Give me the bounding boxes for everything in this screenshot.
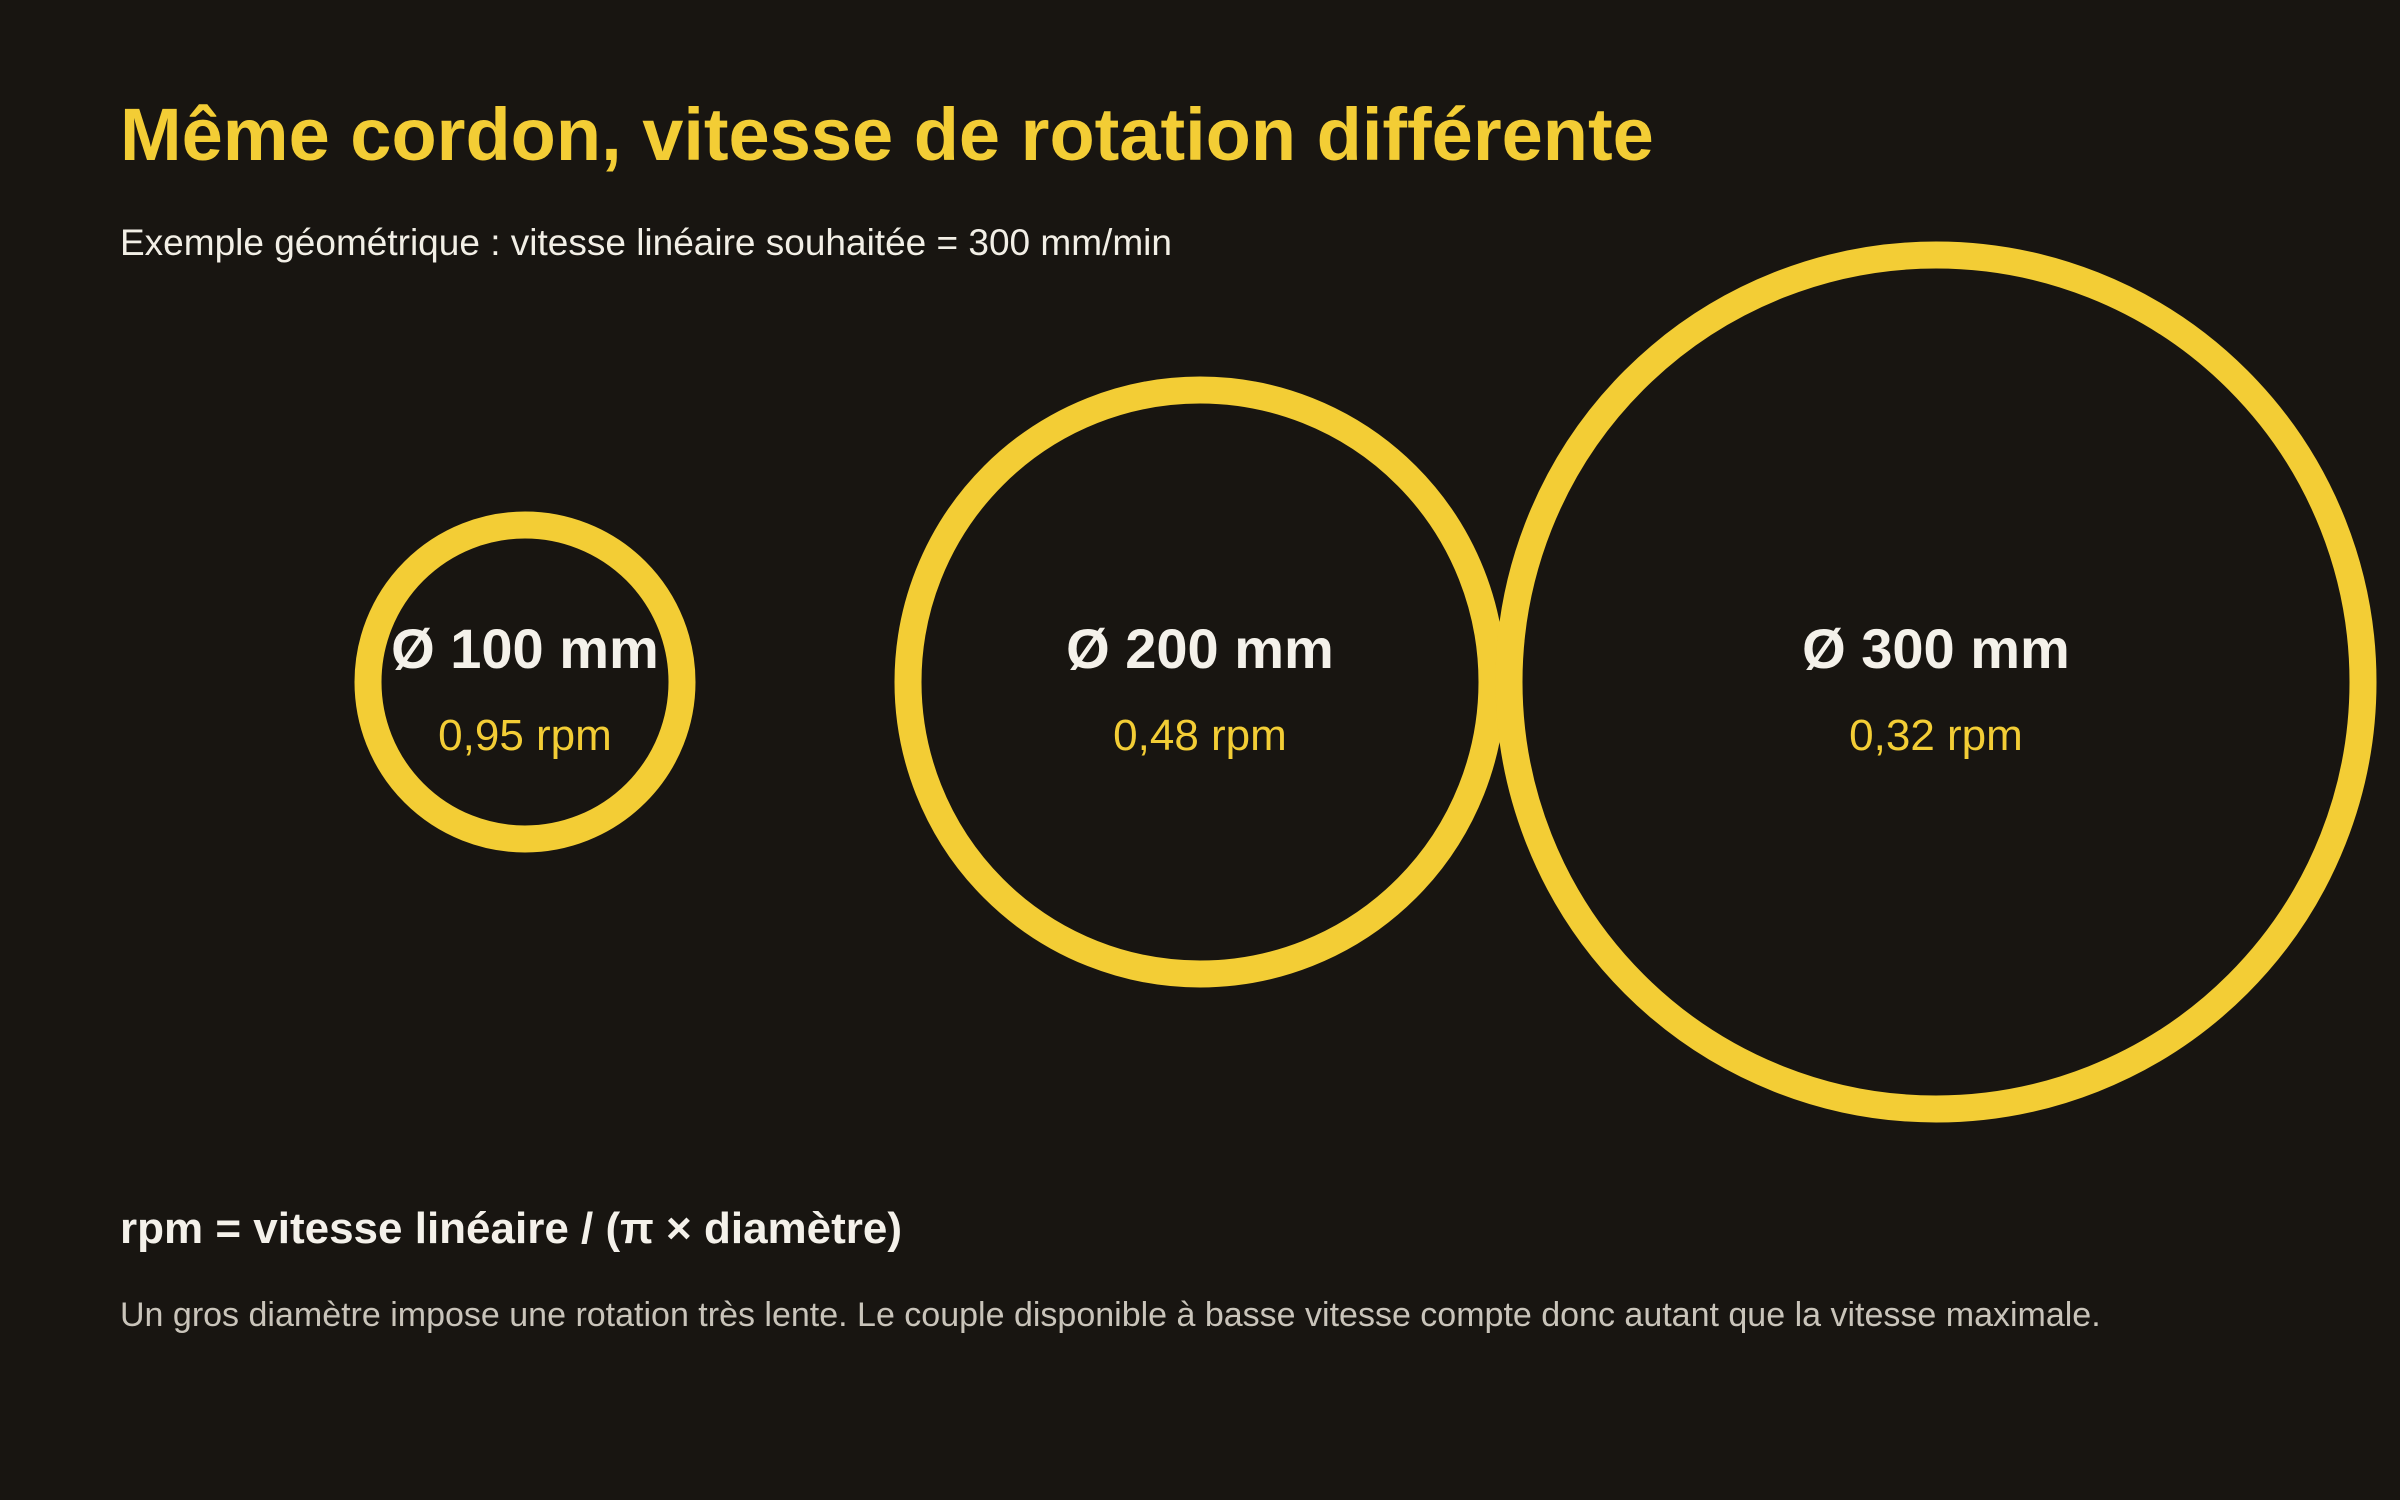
ring-100mm-speed-label: 0,95 rpm [438, 711, 612, 760]
ring-100mm-diameter-label: Ø 100 mm [391, 617, 659, 680]
ring-200mm: Ø 200 mm 0,48 rpm [894, 376, 1506, 988]
ring-200mm-diameter-label: Ø 200 mm [1066, 617, 1334, 680]
ring-200mm-circle [894, 376, 1506, 988]
ring-300mm-circle [1495, 241, 2377, 1123]
ring-300mm-diameter-label: Ø 300 mm [1802, 617, 2070, 680]
explanation-note: Un gros diamètre impose une rotation trè… [120, 1296, 2101, 1334]
ring-100mm-circle [354, 511, 696, 853]
ring-300mm-speed-label: 0,32 rpm [1849, 711, 2023, 760]
page-subtitle: Exemple géométrique : vitesse linéaire s… [120, 222, 1172, 263]
page-title: Même cordon, vitesse de rotation différe… [120, 93, 1654, 176]
ring-100mm: Ø 100 mm 0,95 rpm [354, 511, 696, 853]
rpm-formula: rpm = vitesse linéaire / (π × diamètre) [120, 1204, 903, 1253]
ring-200mm-speed-label: 0,48 rpm [1113, 711, 1287, 760]
ring-300mm: Ø 300 mm 0,32 rpm [1495, 241, 2377, 1123]
